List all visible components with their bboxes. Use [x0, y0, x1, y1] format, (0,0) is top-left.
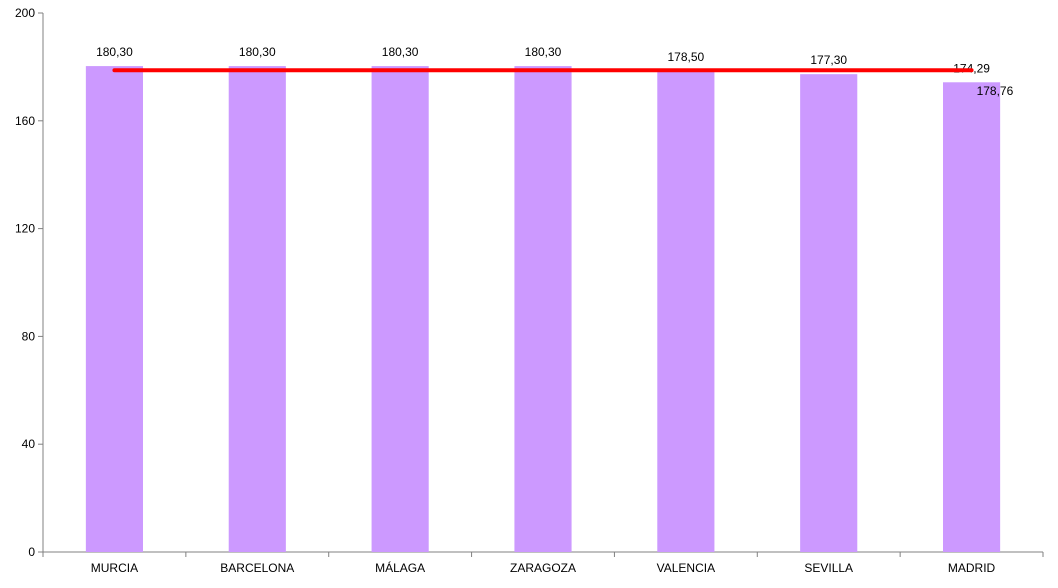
bar-value-label: 177,30	[810, 53, 847, 67]
bar-madrid	[943, 82, 1001, 552]
bar-value-label: 180,30	[382, 45, 419, 59]
bar-zaragoza	[514, 66, 572, 553]
bar-value-label: 180,30	[239, 45, 276, 59]
bar-value-label: 180,30	[525, 45, 562, 59]
x-tick-label: MADRID	[948, 561, 996, 575]
y-tick-label: 160	[15, 114, 35, 128]
average-line-group: 178,76	[112, 68, 1014, 98]
y-tick-label: 0	[28, 545, 35, 559]
x-axis: MURCIA BARCELONA MÁLAGA ZARAGOZA VALENCIA SEV…	[42, 551, 1044, 575]
x-tick-label: MURCIA	[91, 561, 138, 575]
y-tick-label: 200	[15, 6, 35, 20]
bars	[85, 66, 1001, 553]
x-tick-label: ZARAGOZA	[510, 561, 576, 575]
bar-sevilla	[800, 74, 858, 552]
x-tick-label: MÁLAGA	[375, 560, 425, 575]
bar-valencia	[657, 70, 715, 552]
x-tick-label: VALENCIA	[657, 561, 715, 575]
bar-value-label: 180,30	[96, 45, 133, 59]
bar-málaga	[371, 66, 429, 553]
average-line-label: 178,76	[977, 84, 1014, 98]
bar-value-label: 178,50	[668, 50, 705, 64]
y-axis: 0 40 80 120 160 200	[15, 6, 44, 559]
x-tick-label: SEVILLA	[804, 561, 853, 575]
x-tick-label: BARCELONA	[220, 561, 294, 575]
bar-barcelona	[228, 66, 286, 553]
y-tick-label: 80	[22, 329, 36, 343]
y-tick-label: 40	[22, 437, 36, 451]
bar-murcia	[85, 66, 143, 553]
y-tick-label: 120	[15, 222, 35, 236]
